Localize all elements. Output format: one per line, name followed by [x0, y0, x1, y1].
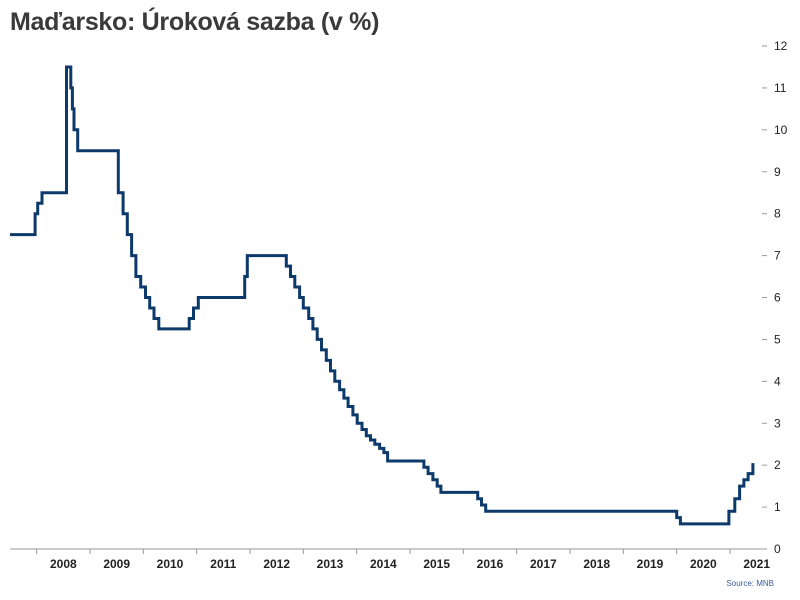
x-tick-label: 2016: [477, 557, 504, 571]
y-tick-label: 1: [774, 500, 781, 514]
x-tick-label: 2013: [317, 557, 344, 571]
y-tick-label: 11: [774, 81, 787, 95]
x-tick-label: 2008: [50, 557, 77, 571]
y-tick-label: 8: [774, 207, 781, 221]
x-tick-label: 2018: [583, 557, 610, 571]
y-tick-label: 5: [774, 332, 781, 346]
y-tick-label: 9: [774, 165, 781, 179]
x-tick-label: 2014: [370, 557, 397, 571]
series-layer: [10, 65, 755, 526]
x-tick-label: 2011: [210, 557, 236, 571]
x-tick-label: 2012: [263, 557, 290, 571]
y-tick-label: 3: [774, 416, 781, 430]
series-line-interest-rate: [10, 65, 755, 526]
x-tick-label: 2020: [690, 557, 717, 571]
y-tick-label: 7: [774, 249, 781, 263]
x-tick-label: 2010: [157, 557, 184, 571]
x-tick-label: 2019: [637, 557, 664, 571]
y-tick-label: 12: [774, 39, 788, 53]
chart-title: Maďarsko: Úroková sazba (v %): [10, 8, 380, 36]
y-tick-label: 10: [774, 123, 788, 137]
y-tick-label: 0: [774, 542, 781, 556]
x-tick-label: 2017: [530, 557, 557, 571]
source-note: Source: MNB: [726, 579, 774, 588]
x-tick-label: 2009: [103, 557, 130, 571]
x-tick-label: 2015: [423, 557, 450, 571]
y-tick-label: 6: [774, 291, 781, 305]
x-tick-label: 2021: [743, 557, 770, 571]
y-tick-label: 2: [774, 458, 781, 472]
y-tick-label: 4: [774, 374, 781, 388]
